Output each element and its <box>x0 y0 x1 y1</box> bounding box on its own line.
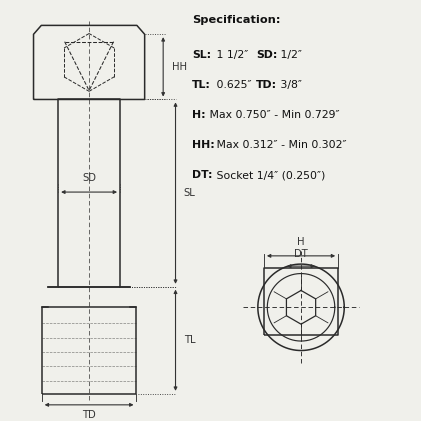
Text: 0.625″: 0.625″ <box>213 80 255 90</box>
Text: SD:: SD: <box>256 50 277 60</box>
Text: 1 1/2″: 1 1/2″ <box>213 50 252 60</box>
Text: SL:: SL: <box>192 50 211 60</box>
Text: H:: H: <box>192 110 205 120</box>
Text: H: H <box>297 237 305 247</box>
Text: SL: SL <box>184 188 195 198</box>
Text: 3/8″: 3/8″ <box>277 80 302 90</box>
Text: HH:: HH: <box>192 140 215 150</box>
Text: Max 0.312″ - Min 0.302″: Max 0.312″ - Min 0.302″ <box>213 140 346 150</box>
Text: DT: DT <box>294 249 308 259</box>
Text: TL: TL <box>184 335 195 345</box>
Text: TD: TD <box>82 410 96 420</box>
Text: Socket 1/4″ (0.250″): Socket 1/4″ (0.250″) <box>213 170 325 180</box>
Text: Max 0.750″ - Min 0.729″: Max 0.750″ - Min 0.729″ <box>206 110 340 120</box>
Text: TL:: TL: <box>192 80 211 90</box>
Text: HH: HH <box>172 62 187 72</box>
Text: TD:: TD: <box>256 80 277 90</box>
Text: Specification:: Specification: <box>192 15 280 25</box>
Text: SD: SD <box>82 173 96 183</box>
Text: DT:: DT: <box>192 170 213 180</box>
Text: 1/2″: 1/2″ <box>277 50 302 60</box>
